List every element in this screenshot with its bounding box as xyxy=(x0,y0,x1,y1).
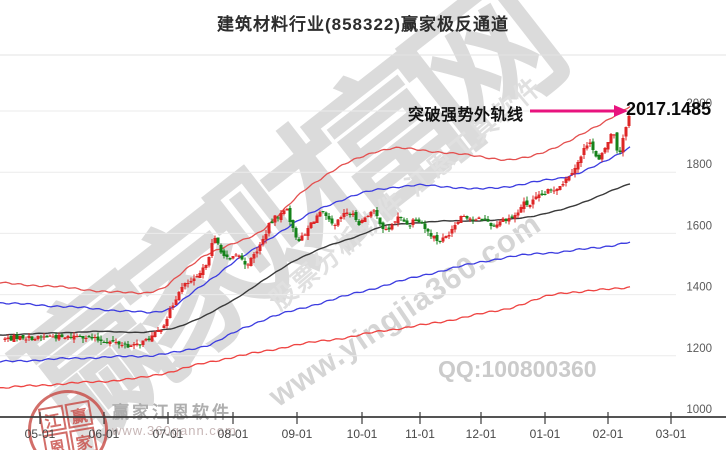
channel-line-outer_lower xyxy=(0,286,631,389)
channel-line-inner_upper xyxy=(0,146,631,314)
channel-line-middle xyxy=(0,183,631,336)
x-axis-label: 03-01 xyxy=(656,427,687,441)
channel-lines xyxy=(0,106,631,389)
y-axis-label: 2000 xyxy=(686,98,712,110)
candles xyxy=(3,112,631,349)
channel-line-outer_upper xyxy=(0,106,631,295)
y-axis-label: 1800 xyxy=(686,159,712,171)
x-axis-label: 12-01 xyxy=(466,427,497,441)
x-axis-label: 10-01 xyxy=(347,427,378,441)
breakout-annotation-label: 突破强势外轨线 xyxy=(408,107,524,124)
x-axis-label: 01-01 xyxy=(530,427,561,441)
breakout-price-value: 2017.1485 xyxy=(626,99,712,119)
y-axis-label: 1200 xyxy=(686,343,712,355)
x-axis-label: 08-01 xyxy=(218,427,249,441)
x-axis-label: 05-01 xyxy=(25,427,56,441)
x-axis-label: 09-01 xyxy=(282,427,313,441)
x-axis-label: 11-01 xyxy=(405,427,435,441)
y-axis-labels: 2000 1800 1600 1400 1200 1000 xyxy=(686,98,712,416)
breakout-arrow-icon xyxy=(530,105,628,117)
chart-title: 建筑材料行业(858322)赢家极反通道 xyxy=(216,15,510,34)
channel-line-inner_lower xyxy=(0,241,631,363)
x-axis-label: 02-01 xyxy=(593,427,624,441)
x-axis: 05-01 06-01 07-01 08-01 09-01 10-01 11-01 12-01… xyxy=(0,412,726,441)
x-axis-label: 07-01 xyxy=(153,427,184,441)
x-axis-label: 06-01 xyxy=(89,427,120,441)
y-axis-label: 1600 xyxy=(686,220,712,232)
y-axis-label: 1000 xyxy=(686,404,712,416)
footer-url-text: www.360gann.com xyxy=(112,423,237,438)
y-axis-label: 1400 xyxy=(686,282,712,294)
